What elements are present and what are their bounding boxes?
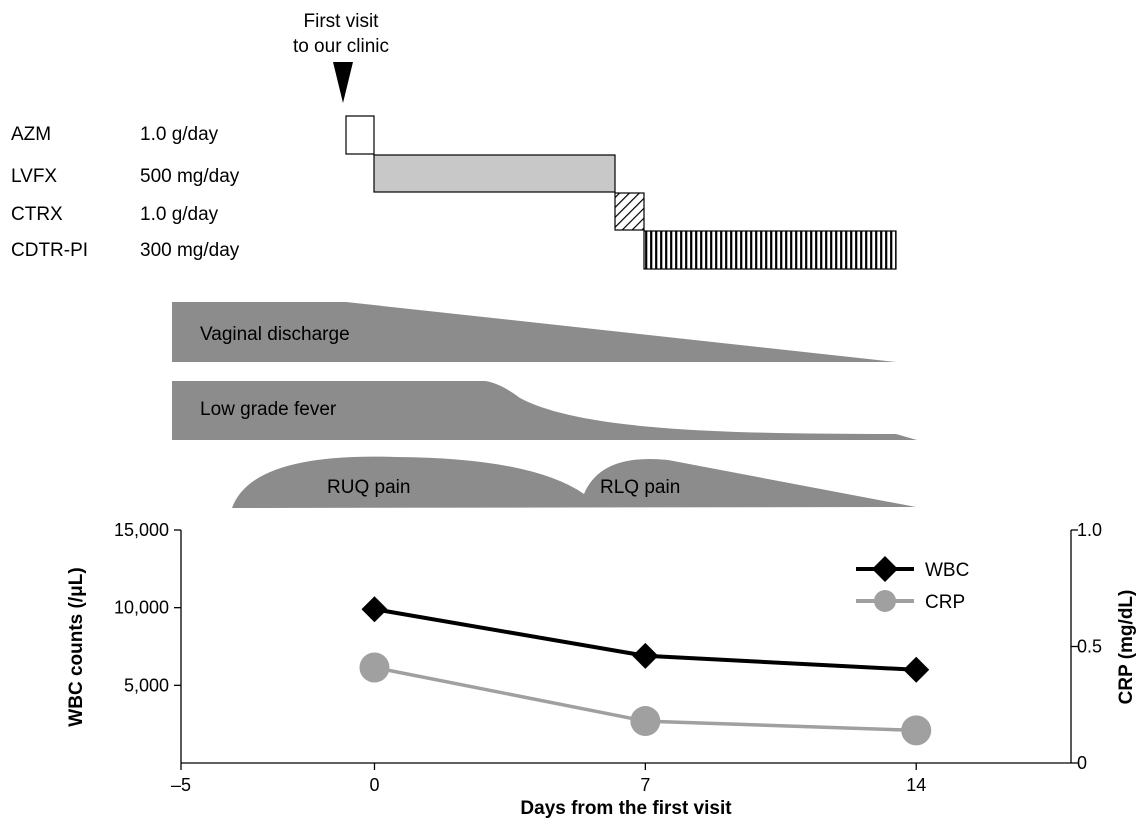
treatment-bar-lvfx: [373, 154, 616, 193]
treatment-drug-cdtr-pi: CDTR-PI: [11, 240, 88, 261]
data-point-wbc: [903, 656, 930, 683]
treatment-drug-ctrx: CTRX: [11, 204, 63, 225]
x-axis-title: Days from the first visit: [520, 798, 732, 819]
treatment-rows: AZM 1.0 g/day LVFX 500 mg/day CTRX 1.0 g…: [11, 115, 897, 270]
x-tick-label: 14: [906, 775, 926, 795]
chart-legend: WBC CRP: [856, 556, 969, 613]
y-tick-label-right: 1.0: [1077, 520, 1102, 540]
treatment-bar-cdtr-pi: [643, 230, 897, 270]
treatment-dose-azm: 1.0 g/day: [140, 124, 219, 145]
axis-ticks: –5 0 7 14 5,000 10,000 15,000 0 0.5 1.0: [114, 520, 1102, 795]
x-tick-label: 0: [369, 775, 379, 795]
symptom-band-vaginal-discharge: [172, 302, 896, 362]
x-tick-label: –5: [171, 775, 191, 795]
data-point-crp: [359, 652, 390, 683]
lab-values-chart: –5 0 7 14 5,000 10,000 15,000 0 0.5 1.0 Days from…: [66, 520, 1137, 819]
data-point-crp: [901, 715, 932, 746]
symptom-label-ruq-pain: RUQ pain: [327, 477, 410, 498]
x-tick-label: 7: [640, 775, 650, 795]
treatment-drug-azm: AZM: [11, 124, 51, 145]
first-visit-annotation-line1: First visit: [304, 11, 380, 32]
y-tick-label-right: 0: [1077, 753, 1087, 773]
treatment-drug-lvfx: LVFX: [11, 166, 57, 187]
treatment-dose-cdtr-pi: 300 mg/day: [140, 240, 240, 261]
y-tick-label-right: 0.5: [1077, 637, 1102, 657]
first-visit-arrow-icon: [333, 62, 353, 103]
y-tick-label-left: 15,000: [114, 520, 169, 540]
series-markers: [359, 596, 932, 746]
treatment-bar-ctrx: [614, 192, 645, 231]
legend-label-crp: CRP: [925, 592, 965, 613]
data-point-wbc: [361, 596, 388, 623]
symptom-label-vaginal-discharge: Vaginal discharge: [200, 324, 350, 345]
legend-marker-wbc: [872, 556, 898, 582]
symptom-band-low-grade-fever: [172, 381, 917, 440]
y-axis-title-right: CRP (mg/dL): [1116, 590, 1137, 705]
treatment-dose-lvfx: 500 mg/day: [140, 166, 240, 187]
y-axis-title-left: WBC counts (/μL): [66, 567, 87, 726]
legend-marker-crp: [874, 590, 896, 612]
symptom-label-rlq-pain: RLQ pain: [600, 477, 680, 498]
y-tick-label-left: 5,000: [124, 675, 169, 695]
y-tick-label-left: 10,000: [114, 598, 169, 618]
legend-label-wbc: WBC: [925, 560, 969, 581]
first-visit-annotation-line2: to our clinic: [293, 36, 389, 57]
data-point-crp: [630, 706, 661, 737]
treatment-bar-azm: [345, 115, 375, 155]
symptom-bands: Vaginal discharge Low grade fever RUQ pa…: [172, 302, 917, 508]
symptom-label-low-grade-fever: Low grade fever: [200, 399, 337, 420]
data-point-wbc: [632, 642, 659, 669]
treatment-dose-ctrx: 1.0 g/day: [140, 204, 219, 225]
symptom-band-abdominal-pain: [232, 456, 916, 508]
